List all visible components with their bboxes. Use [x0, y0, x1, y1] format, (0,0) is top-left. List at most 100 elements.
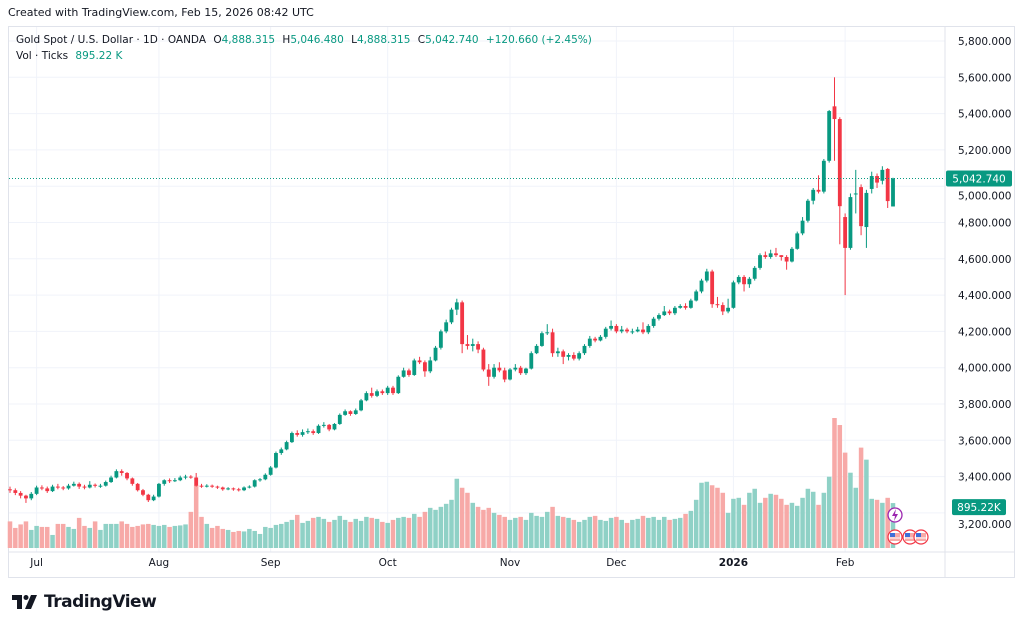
volume-bar — [225, 529, 231, 548]
volume-bar — [358, 520, 364, 548]
volume-bar — [810, 491, 816, 548]
volume-bar — [539, 516, 545, 548]
volume-bar — [768, 493, 773, 548]
volume-bar — [294, 514, 300, 548]
volume-bar — [39, 526, 45, 548]
volume-bars — [7, 418, 896, 548]
tradingview-logo[interactable]: TradingView — [12, 592, 157, 612]
candle-body — [55, 486, 60, 488]
time-tick-label: Aug — [149, 557, 170, 569]
volume-bar — [747, 492, 752, 548]
high-label: H — [282, 34, 291, 46]
volume-bar — [752, 488, 757, 548]
candle-body — [476, 344, 481, 350]
candle-body — [290, 433, 294, 443]
candle-body — [811, 189, 816, 201]
price-tick-label: 5,800.000 — [958, 36, 1011, 48]
volume-bar — [725, 512, 731, 548]
candle-body — [215, 486, 220, 488]
volume-bar — [433, 509, 438, 548]
price-tick-label: 4,800.000 — [958, 218, 1011, 230]
high-value: 5,046.480 — [290, 34, 344, 46]
candle-body — [109, 477, 113, 483]
candle-body — [540, 333, 544, 346]
last-volume-badge — [952, 499, 1006, 516]
lightning-glyph — [892, 509, 898, 521]
candle-body — [662, 311, 667, 316]
volume-bar — [454, 478, 460, 548]
volume-value: 895.22 K — [75, 50, 123, 62]
candle-body — [704, 271, 709, 281]
volume-bar — [34, 525, 39, 548]
candle-body — [188, 476, 193, 478]
candle-body — [242, 487, 246, 491]
candle-body — [45, 488, 50, 492]
time-tick-label: Dec — [606, 557, 627, 569]
candle-body — [885, 168, 890, 202]
candle-body — [641, 329, 645, 333]
candle-body — [114, 471, 119, 478]
volume-bar — [252, 530, 257, 548]
volume-bar — [66, 526, 71, 548]
candle-body — [247, 486, 252, 488]
volume-bar — [199, 516, 204, 548]
candle-body — [34, 487, 39, 494]
candle-body — [524, 368, 528, 374]
price-tick-label: 5,000.000 — [958, 190, 1011, 202]
us-flag-icon[interactable] — [913, 529, 929, 545]
candle-body — [40, 487, 44, 489]
symbol-legend-row: Gold Spot / U.S. Dollar · 1D · OANDA O4,… — [16, 32, 592, 48]
candle-body — [103, 482, 108, 486]
volume-bar — [608, 517, 614, 548]
candle-body — [763, 255, 768, 257]
volume-bar — [337, 515, 343, 548]
volume-bar — [837, 425, 843, 548]
time-tick-label: Nov — [500, 557, 521, 569]
volume-bar — [534, 515, 539, 548]
volume-bar — [310, 517, 316, 548]
volume-bar — [741, 504, 747, 548]
volume-bar — [497, 514, 502, 548]
volume-bar — [236, 530, 241, 548]
us-flag-icon[interactable] — [887, 529, 903, 545]
volume-bar — [284, 521, 289, 548]
volume-bar — [789, 502, 795, 548]
volume-bar — [60, 523, 66, 548]
volume-bar — [103, 523, 109, 548]
candle-body — [848, 197, 853, 248]
candle-body — [577, 353, 582, 359]
candle-body — [263, 474, 268, 480]
volume-bar — [412, 513, 417, 548]
candle-body — [832, 106, 837, 120]
candle-body — [199, 485, 204, 487]
candle-body — [470, 344, 475, 346]
candle-body — [646, 325, 651, 333]
candle-body — [864, 192, 869, 228]
volume-bar — [220, 528, 226, 548]
volume-bar — [885, 497, 890, 548]
volume-title[interactable]: Vol · Ticks — [16, 50, 69, 62]
candle-body — [279, 449, 284, 454]
chart-pane[interactable] — [8, 26, 1015, 578]
candle-body — [492, 367, 496, 377]
candle-body — [657, 315, 661, 319]
candle-body — [316, 425, 321, 434]
volume-bar — [465, 492, 470, 548]
open-label: O — [213, 34, 222, 46]
volume-bar — [773, 494, 779, 548]
volume-bar — [826, 476, 832, 548]
lightning-event-icon[interactable] — [887, 507, 903, 523]
candle-body — [311, 431, 316, 434]
volume-bar — [715, 487, 720, 548]
open-value: 4,888.315 — [221, 34, 276, 46]
candle-body — [571, 354, 576, 359]
volume-bar — [98, 529, 103, 548]
volume-bar — [757, 502, 763, 548]
candle-body — [61, 487, 66, 489]
time-axis: Jul Aug Sep Oct Nov Dec 2026 Feb — [9, 551, 1014, 569]
symbol-title[interactable]: Gold Spot / U.S. Dollar · 1D · OANDA — [16, 34, 207, 46]
candle-body — [555, 351, 560, 354]
candle-body — [758, 255, 762, 268]
candle-body — [880, 169, 885, 181]
